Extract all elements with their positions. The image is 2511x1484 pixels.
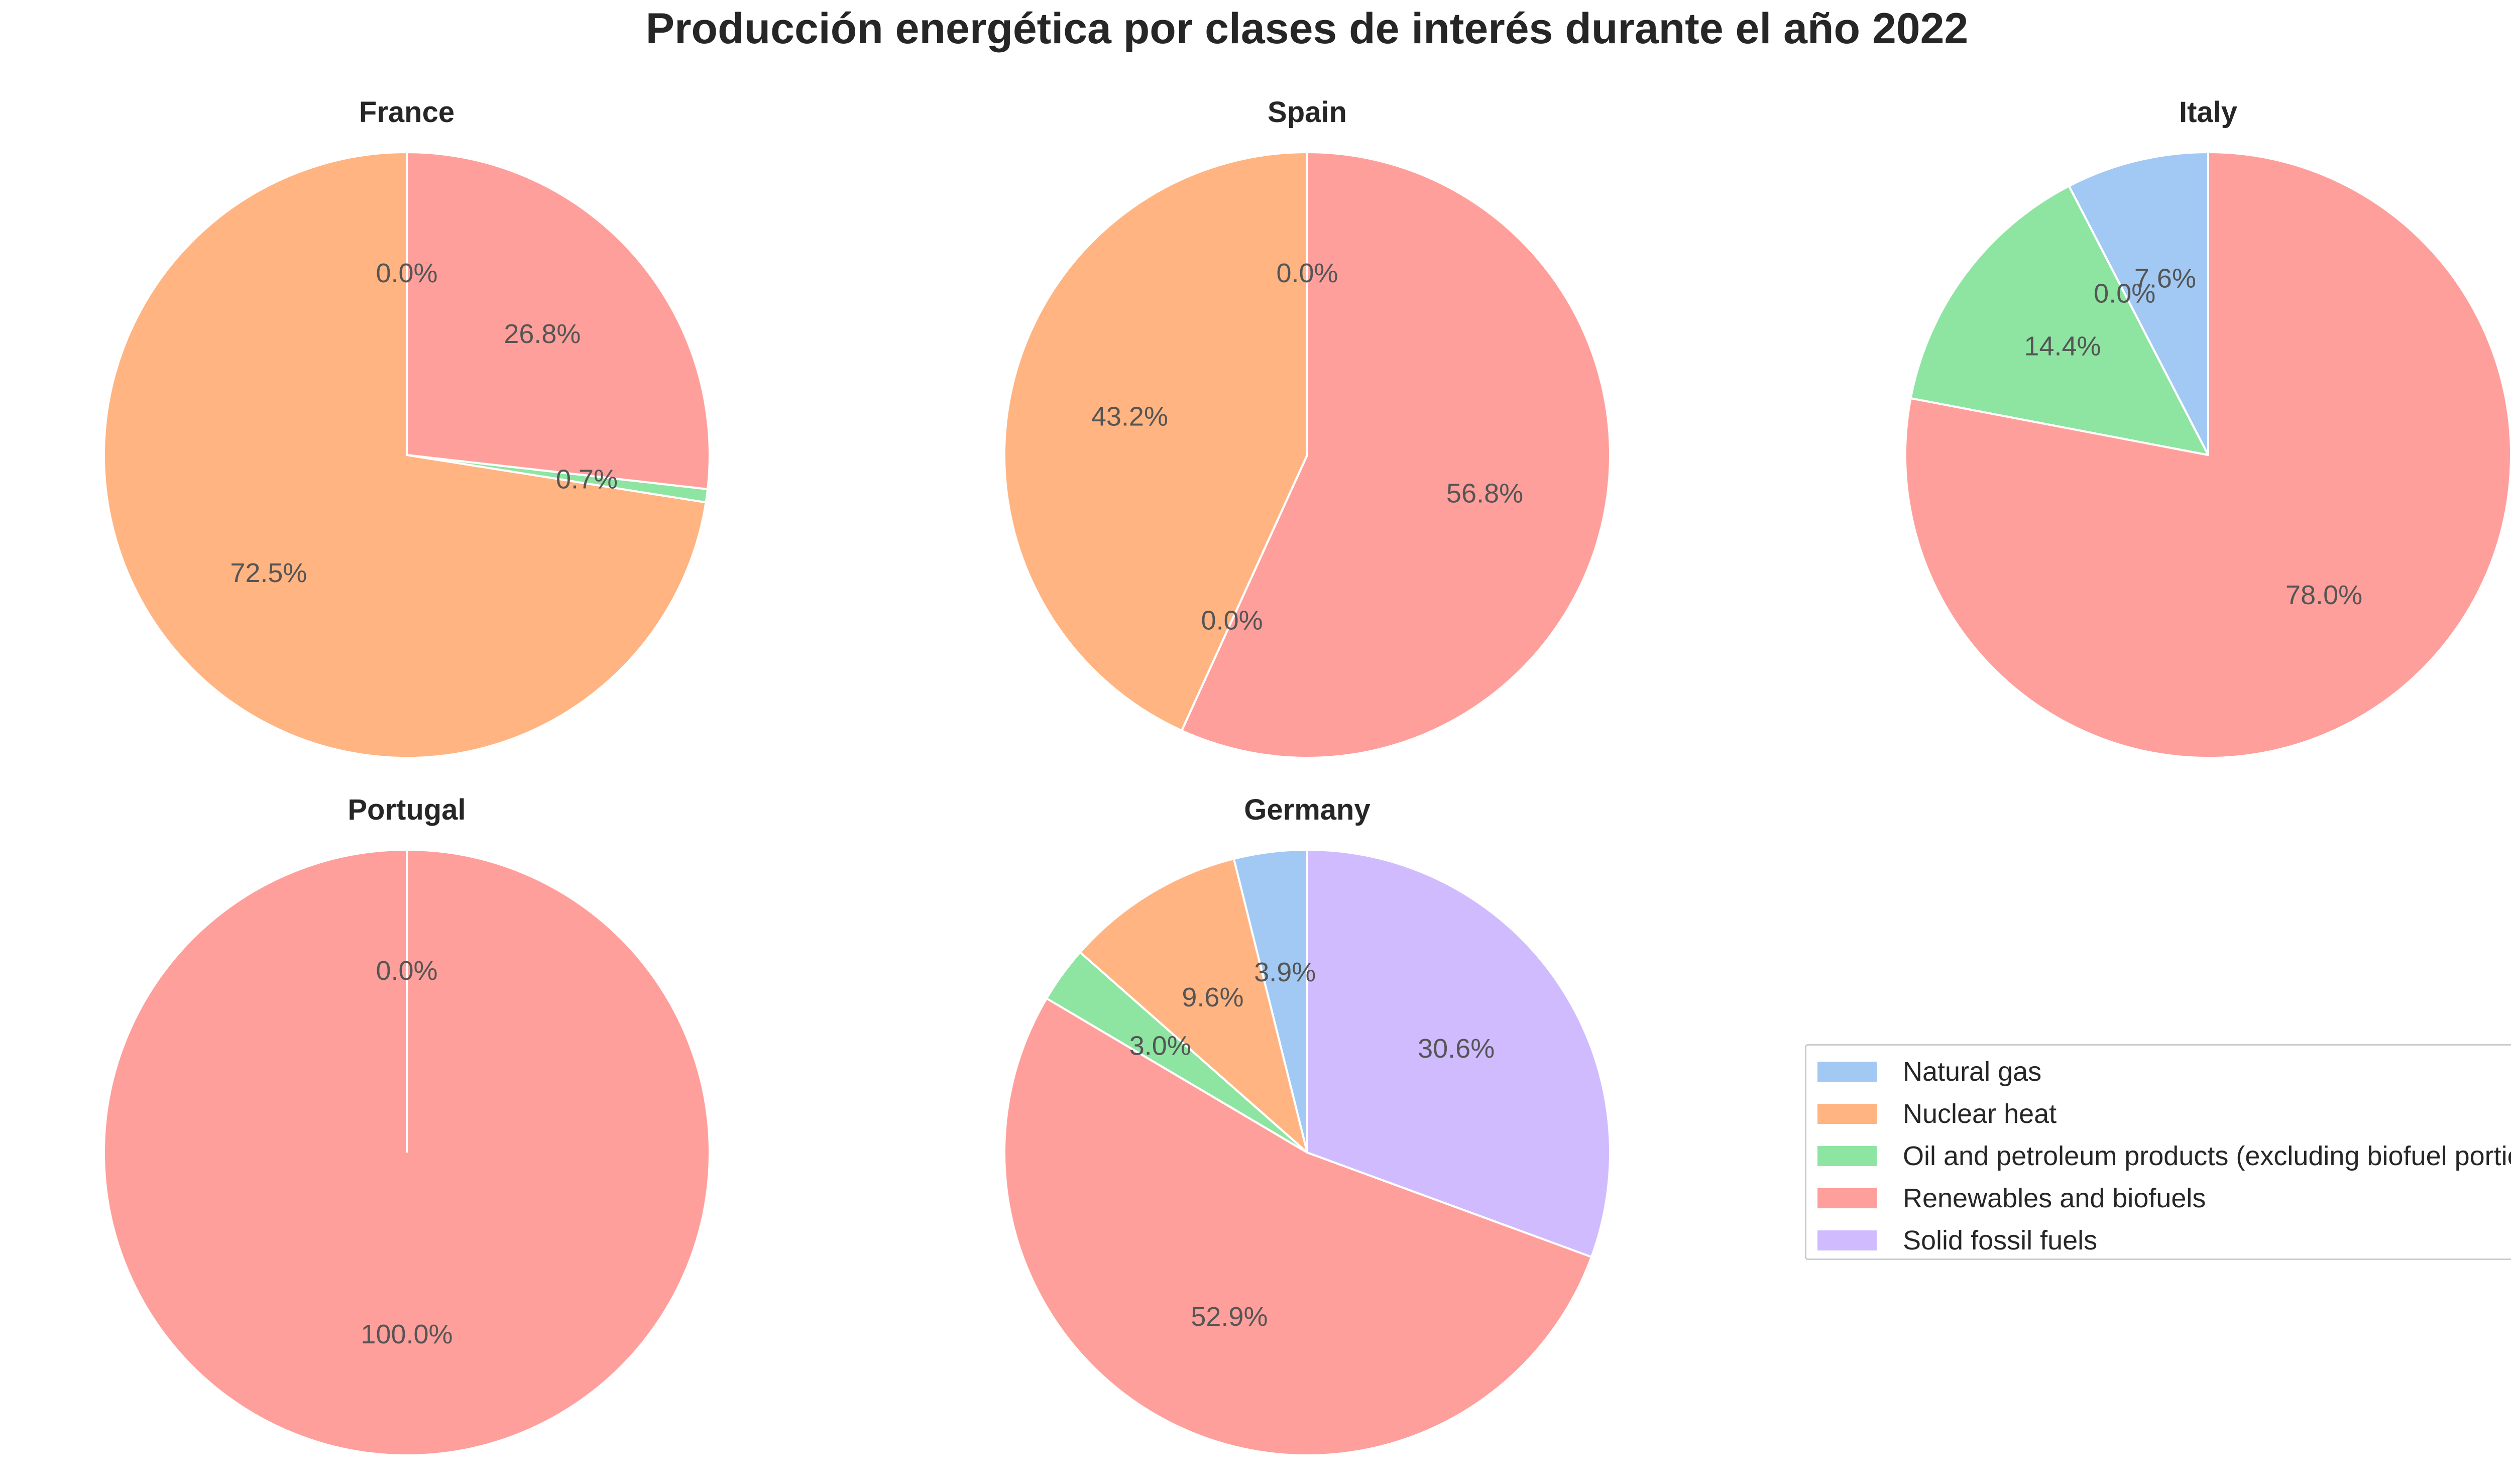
legend-swatch: [1817, 1230, 1877, 1250]
pie-pct-label: 52.9%: [1191, 1302, 1268, 1332]
pie-slice-renewables-and-biofuels: [1003, 997, 1593, 1456]
pie-slice-nuclear-heat: [103, 151, 707, 759]
pie-pct-label: 0.0%: [2094, 279, 2155, 309]
legend-item-renewables: Renewables and biofuels: [1817, 1177, 2511, 1219]
legend-item-oil-petroleum: Oil and petroleum products (excluding bi…: [1817, 1135, 2511, 1177]
pie-pct-label: 9.6%: [1182, 982, 1243, 1012]
pie-pct-label: 0.0%: [1201, 605, 1263, 635]
pie-pct-label: 3.9%: [1254, 957, 1316, 987]
pie-title: Spain: [1268, 96, 1347, 129]
pie-pct-label: 72.5%: [230, 558, 307, 588]
pie-title: France: [359, 96, 454, 129]
pie-pct-label: 56.8%: [1446, 479, 1523, 509]
pie-pct-label: 7.6%: [2134, 263, 2196, 293]
pie-slice-edge: [406, 454, 708, 491]
pie-slice-nuclear-heat: [1079, 858, 1308, 1154]
pie-slice-edge: [2068, 185, 2209, 455]
pie-pct-label: 26.8%: [504, 319, 581, 349]
pie-pct-label: 100.0%: [361, 1319, 452, 1349]
legend-label: Nuclear heat: [1903, 1099, 2057, 1129]
pie-slice-edge: [1307, 1152, 1592, 1258]
pie-portugal: Portugal 0.0% 100.0%: [103, 793, 711, 1456]
legend: Natural gas Nuclear heat Oil and petrole…: [1805, 1044, 2511, 1260]
pie-spain: Spain 0.0% 43.2% 0.0% 56.8%: [1003, 96, 1611, 759]
pie-slice-edge: [1910, 397, 2209, 456]
legend-label: Renewables and biofuels: [1903, 1183, 2206, 1213]
pie-title: Italy: [2179, 96, 2237, 129]
pie-slice-edge: [406, 454, 706, 504]
pie-italy: Italy 7.6%0.0% 14.4% 78.0%: [1904, 96, 2511, 759]
pie-slice-edge: [1181, 454, 1308, 731]
pie-slice-nuclear-heat: [1003, 151, 1308, 732]
legend-swatch: [1817, 1146, 1877, 1166]
pie-pct-label: 78.0%: [2286, 580, 2362, 610]
pie-title: Germany: [1244, 793, 1370, 826]
legend-label: Natural gas: [1903, 1057, 2042, 1087]
pie-pct-label: 3.0%: [1129, 1031, 1191, 1061]
pie-france: France 0.0% 72.5% 0.7% 26.8%: [103, 96, 711, 759]
pie-pct-label: 0.0%: [1276, 258, 1338, 288]
legend-swatch: [1817, 1188, 1877, 1208]
chart-main-title: Producción energética por clases de inte…: [645, 5, 1969, 53]
pie-slice-natural-gas: [2068, 151, 2209, 456]
pie-pct-label: 30.6%: [1418, 1034, 1495, 1064]
pie-slice-solid-fossil-fuels: [1306, 849, 1611, 1258]
pie-pct-label: 0.0%: [376, 258, 437, 288]
pie-slice-oil-and-petroleum-products-excluding-biofuel-portion: [1909, 185, 2209, 456]
pie-slice-renewables-and-biofuels: [1181, 151, 1611, 759]
pie-pct-label: 0.7%: [556, 465, 618, 495]
legend-item-natural-gas: Natural gas: [1817, 1051, 2511, 1093]
pie-slice-edge: [1079, 951, 1308, 1154]
legend-item-nuclear-heat: Nuclear heat: [1817, 1093, 2511, 1135]
pie-slice-edge: [1232, 858, 1308, 1153]
legend-item-solid-fossil-fuels: Solid fossil fuels: [1817, 1219, 2511, 1262]
pie-title: Portugal: [348, 793, 466, 826]
legend-swatch: [1817, 1062, 1877, 1082]
pie-pct-label: 0.0%: [376, 956, 437, 986]
legend-label: Solid fossil fuels: [1903, 1225, 2098, 1255]
pie-pct-label: 14.4%: [2024, 331, 2101, 362]
pie-germany: Germany 3.9% 9.6% 3.0% 52.9% 30.6%: [1003, 793, 1611, 1456]
legend-swatch: [1817, 1104, 1877, 1124]
pie-slice-edge: [1046, 997, 1308, 1154]
pie-pct-label: 43.2%: [1091, 401, 1168, 431]
legend-label: Oil and petroleum products (excluding bi…: [1903, 1141, 2511, 1171]
pie-slice-renewables-and-biofuels: [406, 151, 711, 491]
